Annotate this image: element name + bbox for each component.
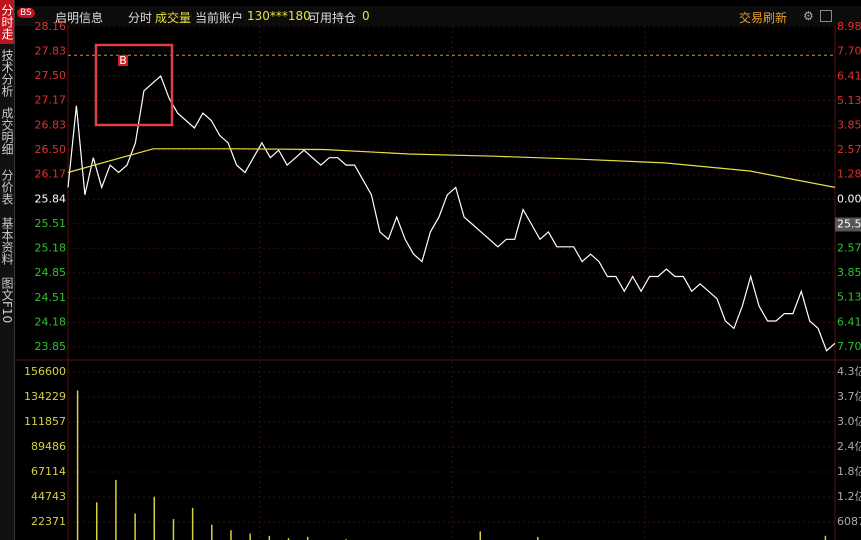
refresh-button[interactable]: 交易刷新 bbox=[739, 11, 788, 25]
y-tick-label: 25.84 bbox=[35, 192, 67, 205]
sidebar-tab[interactable]: 技术分析 bbox=[0, 49, 14, 97]
volume-y2-tick-label: 1.2亿 bbox=[837, 490, 861, 503]
volume-y2-tick-label: 3.0亿 bbox=[837, 415, 861, 428]
volume-tick-label: 111857 bbox=[24, 415, 66, 428]
sidebar: 分时走势技术分析成交明细分价表基本资料图文F10 bbox=[0, 0, 15, 540]
tab-time[interactable]: 分时 bbox=[128, 11, 153, 25]
highlight-box bbox=[94, 43, 174, 127]
y2-tick-label: 5.13% bbox=[837, 291, 861, 304]
volume-y2-tick-label: 1.8亿 bbox=[837, 465, 861, 478]
current-price-bg bbox=[835, 217, 861, 232]
y-tick-label: 23.85 bbox=[35, 340, 67, 353]
y2-tick-label: 7.70% bbox=[837, 45, 861, 58]
y2-tick-label: 6.41% bbox=[837, 315, 861, 328]
tab-volume[interactable]: 成交量 bbox=[155, 11, 192, 25]
volume-tick-label: 67114 bbox=[31, 465, 66, 478]
sidebar-tab[interactable]: 成交明细 bbox=[0, 107, 14, 155]
y2-tick-label: 3.85% bbox=[837, 266, 861, 279]
position: 0 bbox=[362, 9, 370, 23]
volume-tick-label: 22371 bbox=[31, 515, 66, 528]
y-tick-label: 24.18 bbox=[35, 315, 67, 328]
y-tick-label: 26.50 bbox=[35, 143, 67, 156]
y2-tick-label: 2.57% bbox=[837, 242, 861, 255]
bs-badge[interactable]: BS bbox=[17, 8, 35, 18]
y2-tick-label: 1.28% bbox=[837, 168, 861, 181]
stock-name: 启明信息 bbox=[55, 11, 104, 25]
settings-icon[interactable]: ⚙ bbox=[803, 9, 814, 23]
y2-tick-label: 2.57% bbox=[837, 143, 861, 156]
y2-tick-label: 5.13% bbox=[837, 94, 861, 107]
y-tick-label: 26.17 bbox=[35, 168, 67, 181]
y-tick-label: 24.51 bbox=[35, 291, 67, 304]
volume-y2-tick-label: 4.3亿 bbox=[837, 365, 861, 378]
price-line bbox=[67, 74, 836, 352]
volume-y2-tick-label: 6087 bbox=[837, 515, 861, 528]
y-tick-label: 27.50 bbox=[35, 69, 67, 82]
toolbar: BS 启明信息 分时 成交量 当前账户 130***180 可用持仓 0 交易刷… bbox=[15, 6, 861, 26]
volume-tick-label: 134229 bbox=[24, 390, 66, 403]
volume-tick-label: 44743 bbox=[31, 490, 66, 503]
y2-tick-label: 3.85% bbox=[837, 118, 861, 131]
y-tick-label: 25.51 bbox=[35, 217, 67, 230]
y2-tick-label: 7.70% bbox=[837, 340, 861, 353]
y-tick-label: 27.83 bbox=[35, 45, 67, 58]
b-marker-bg bbox=[118, 55, 128, 66]
current-price: 25.5 bbox=[837, 217, 861, 230]
y2-tick-label: 0.00% bbox=[837, 192, 861, 205]
position-label: 可用持仓 bbox=[308, 11, 357, 25]
y-tick-label: 26.83 bbox=[35, 119, 67, 132]
y2-tick-label: 1.28% bbox=[837, 217, 861, 230]
y2-tick-label: 6.41% bbox=[837, 69, 861, 82]
sidebar-tab[interactable]: 图文F10 bbox=[0, 276, 14, 324]
sidebar-tab[interactable]: 基本资料 bbox=[0, 217, 14, 265]
account: 130***180 bbox=[247, 9, 311, 23]
b-marker: B bbox=[119, 54, 127, 67]
sidebar-tab[interactable]: 分时走势 bbox=[0, 0, 14, 44]
volume-y2-tick-label: 2.4亿 bbox=[837, 440, 861, 453]
volume-tick-label: 156600 bbox=[24, 365, 66, 378]
y-tick-label: 25.18 bbox=[35, 241, 67, 254]
y-tick-label: 27.17 bbox=[35, 94, 67, 107]
average-line bbox=[67, 148, 836, 188]
y-tick-label: 24.85 bbox=[35, 266, 67, 279]
volume-tick-label: 89486 bbox=[31, 440, 66, 453]
volume-y2-tick-label: 3.7亿 bbox=[837, 390, 861, 403]
account-label: 当前账户 bbox=[195, 11, 244, 25]
window-icon[interactable] bbox=[820, 10, 832, 22]
sidebar-tab[interactable]: 分价表 bbox=[0, 169, 14, 205]
